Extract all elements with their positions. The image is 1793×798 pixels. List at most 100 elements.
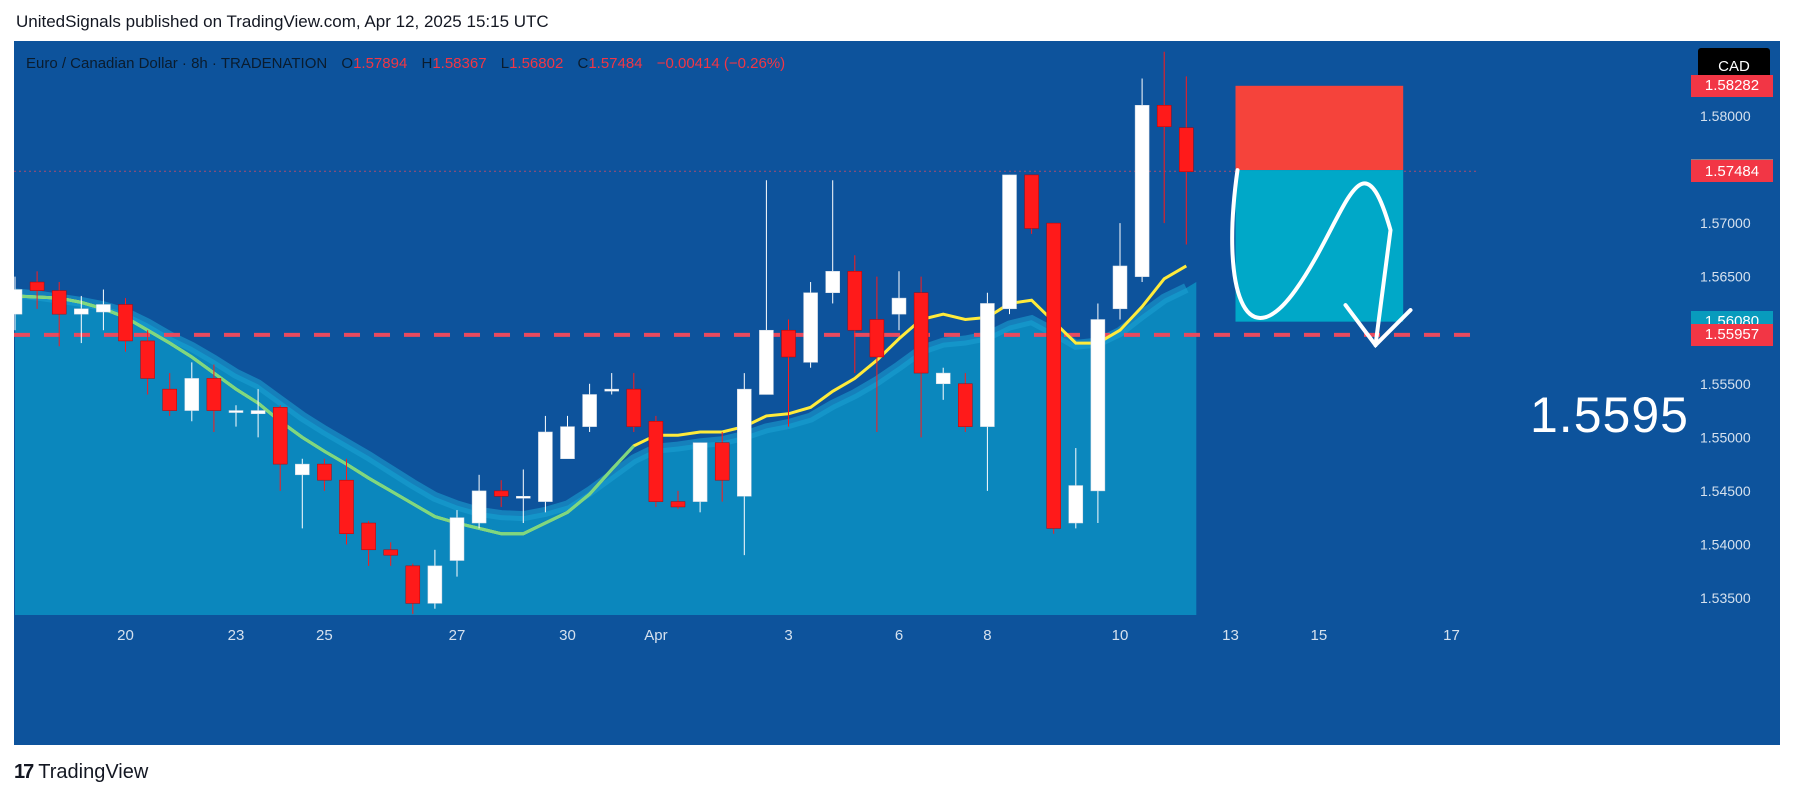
y-tick-label: 1.55500 <box>1700 376 1751 392</box>
candle-body <box>1179 127 1194 172</box>
candle-body <box>1024 174 1039 229</box>
x-tick-label: 23 <box>228 627 245 644</box>
candle-body <box>626 388 642 427</box>
x-tick-label: 3 <box>784 627 792 644</box>
candle-body <box>604 388 619 392</box>
x-tick-label: 6 <box>895 627 903 644</box>
candle-body <box>206 378 222 411</box>
publish-header: UnitedSignals published on TradingView.c… <box>16 12 549 31</box>
y-tick-label: 1.55000 <box>1700 429 1751 445</box>
high-value: 1.58367 <box>432 55 487 72</box>
projection-curve <box>1230 168 1393 348</box>
chart-frame[interactable]: 1.580001.575001.570001.565001.560001.555… <box>14 41 1780 745</box>
candle-body <box>1112 265 1128 310</box>
x-tick-label: 10 <box>1112 627 1129 644</box>
x-tick-label: 25 <box>316 627 333 644</box>
candle-body <box>29 281 45 291</box>
candle-body <box>184 378 200 411</box>
candle-body <box>405 565 421 604</box>
price-tag: 1.58282 <box>1691 74 1773 97</box>
candle-body <box>692 442 708 502</box>
take-profit-zone <box>1235 170 1404 322</box>
candle-body <box>648 421 664 502</box>
x-axis-band <box>14 615 1780 745</box>
candle-body <box>118 304 133 342</box>
candle-body <box>516 495 531 499</box>
candle-body <box>825 271 840 293</box>
x-tick-label: 27 <box>449 627 466 644</box>
candle-body <box>582 394 597 427</box>
x-tick-label: 15 <box>1311 627 1328 644</box>
y-tick-label: 1.56500 <box>1700 269 1751 285</box>
candle-body <box>1068 485 1084 524</box>
price-tag: 1.55957 <box>1691 323 1773 346</box>
close-value: 1.57484 <box>588 55 643 72</box>
x-tick-label: 13 <box>1222 627 1239 644</box>
candle-body <box>1002 174 1017 310</box>
y-tick-label: 1.57000 <box>1700 215 1751 231</box>
candle-body <box>980 303 995 427</box>
target-price-label: 1.5595 <box>1530 387 1689 443</box>
symbol-label: Euro / Canadian Dollar · 8h · TRADENATIO… <box>26 55 328 72</box>
candle-body <box>493 490 509 497</box>
projection-arrow <box>1230 168 1413 349</box>
candle-body <box>1134 105 1150 277</box>
candle-body <box>140 340 155 379</box>
close-key: C <box>577 55 589 72</box>
price-chart[interactable]: 1.580001.575001.570001.565001.560001.555… <box>14 41 1780 745</box>
x-tick-label: 20 <box>117 627 134 644</box>
candle-body <box>891 297 907 315</box>
candle-body <box>781 329 796 358</box>
tradingview-logo-icon: 17 <box>14 761 34 783</box>
low-key: L <box>500 55 510 72</box>
candle-body <box>869 319 885 358</box>
candle-body <box>670 501 686 508</box>
candle-body <box>14 289 23 315</box>
candle-body <box>96 304 111 313</box>
open-key: O <box>341 55 354 72</box>
x-tick-label: 30 <box>559 627 576 644</box>
price-tag: 1.57484 <box>1691 160 1773 183</box>
x-axis: 20 23 25 27 30 Apr 3 6 8 10 13 15 17 <box>14 615 1780 745</box>
x-tick-label: Apr <box>644 627 667 644</box>
short-position-tool <box>1235 85 1404 322</box>
candle-body <box>1156 105 1172 127</box>
y-tick-label: 1.53500 <box>1700 590 1751 606</box>
candle-body <box>361 522 376 551</box>
ohlc-legend: Euro / Canadian Dollar · 8h · TRADENATIO… <box>26 55 785 72</box>
candle-body <box>339 479 354 534</box>
candle-body <box>272 407 288 465</box>
candle-body <box>803 292 818 363</box>
ema-line-green-segment <box>14 294 635 536</box>
candle-body <box>714 442 730 481</box>
tradingview-brand[interactable]: 17 TradingView <box>14 761 148 784</box>
candle-body <box>958 383 973 427</box>
ema-area <box>14 282 1197 615</box>
low-value: 1.56802 <box>509 55 564 72</box>
candles <box>14 51 1194 615</box>
candle-body <box>51 290 67 315</box>
candle-body <box>74 308 89 315</box>
candle-body <box>295 463 310 476</box>
high-key: H <box>421 55 433 72</box>
candle-body <box>471 490 487 524</box>
brand-name: TradingView <box>38 761 149 783</box>
y-tick-label: 1.54000 <box>1700 536 1751 552</box>
open-value: 1.57894 <box>353 55 408 72</box>
candle-body <box>560 426 575 460</box>
candle-body <box>935 372 951 385</box>
candle-body <box>1046 222 1061 529</box>
candle-body <box>538 431 553 502</box>
x-tick-label: 8 <box>983 627 991 644</box>
stop-loss-zone <box>1235 85 1404 171</box>
ema-area-fill <box>15 282 1197 615</box>
candle-body <box>737 388 752 497</box>
y-axis: 1.580001.575001.570001.565001.560001.555… <box>1700 108 1751 606</box>
y-tick-label: 1.58000 <box>1700 108 1751 124</box>
candle-body <box>1090 319 1106 492</box>
candle-body <box>317 463 332 481</box>
candle-body <box>427 565 443 604</box>
candle-body <box>383 549 398 556</box>
candle-body <box>228 410 244 413</box>
x-tick-label: 17 <box>1443 627 1460 644</box>
